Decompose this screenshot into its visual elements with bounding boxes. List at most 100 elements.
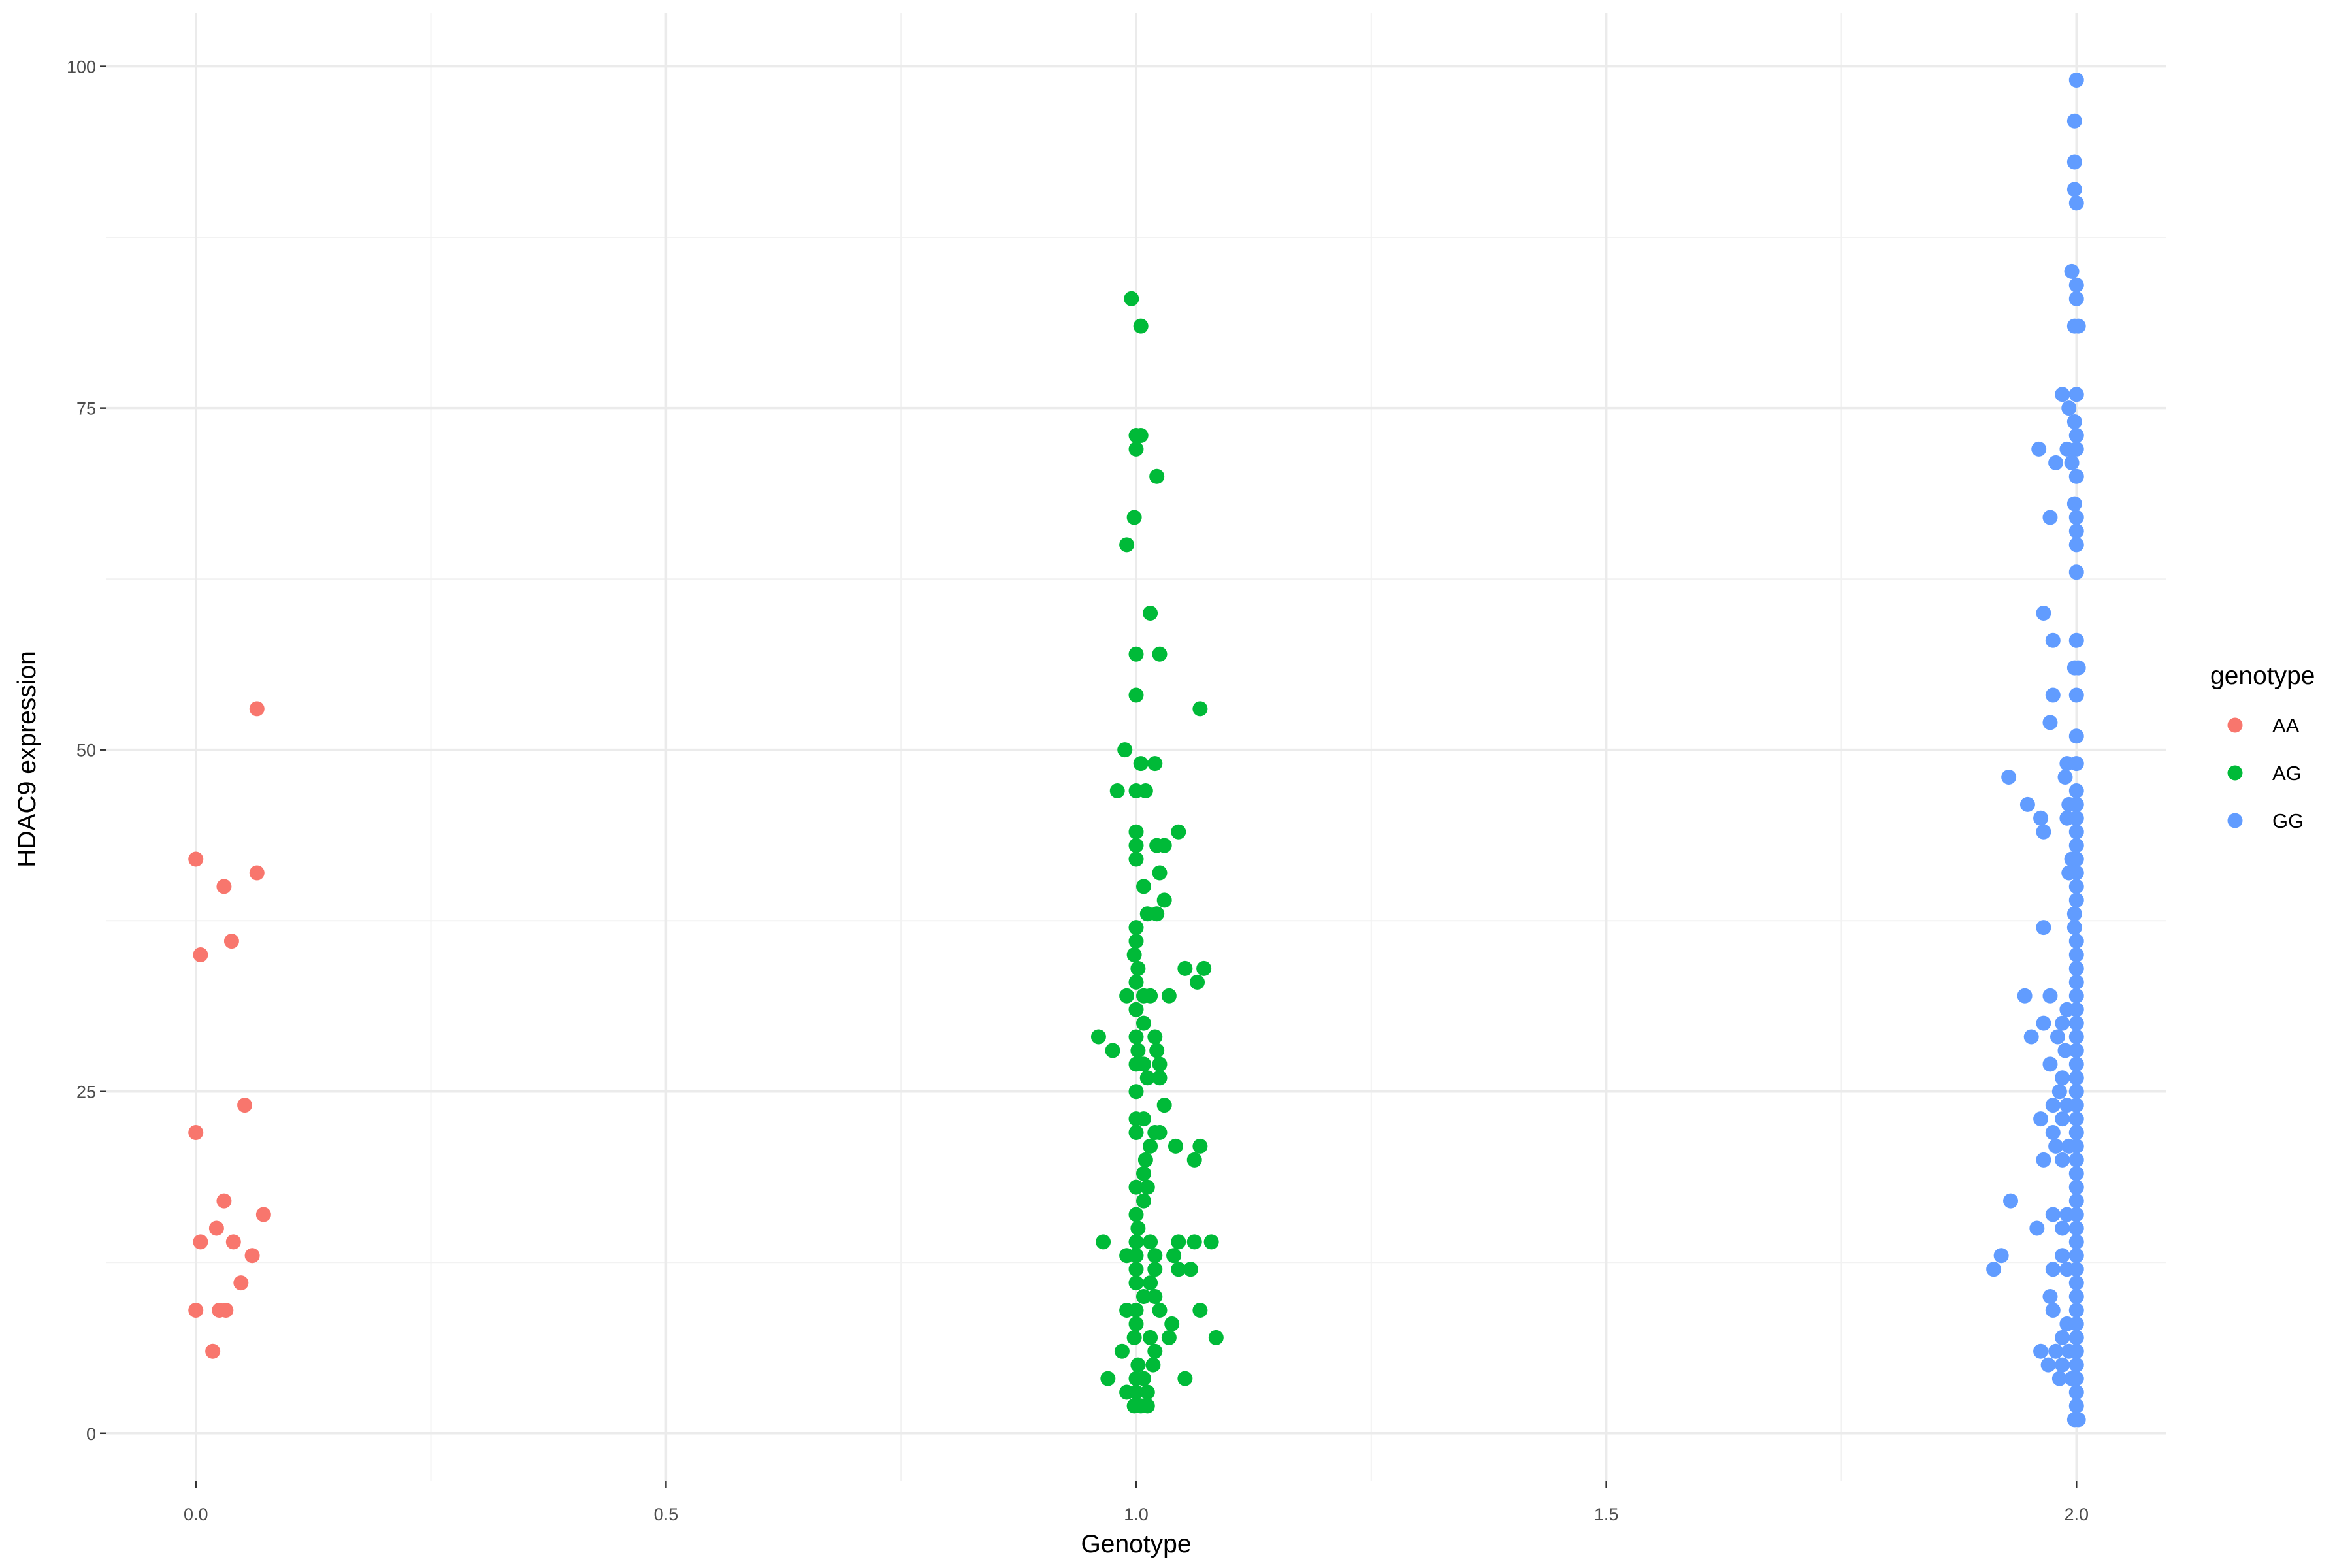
data-point-ag	[1124, 291, 1139, 306]
data-point-ag	[1130, 1043, 1146, 1058]
data-point-ag	[1137, 783, 1153, 798]
data-point-gg	[2036, 824, 2051, 840]
data-point-gg	[2068, 838, 2084, 853]
data-point-gg	[2068, 1029, 2084, 1045]
data-point-ag	[1128, 687, 1144, 703]
data-point-gg	[2068, 1138, 2084, 1154]
data-point-ag	[1136, 1015, 1152, 1031]
data-point-gg	[2068, 1220, 2084, 1236]
data-point-gg	[2051, 1084, 2067, 1100]
data-point-gg	[2068, 468, 2084, 484]
data-point-gg	[2055, 1357, 2070, 1373]
data-point-gg	[2036, 920, 2051, 936]
data-point-ag	[1128, 1029, 1144, 1045]
data-point-gg	[2042, 1289, 2058, 1305]
data-point-aa	[216, 1193, 232, 1209]
data-point-gg	[2068, 195, 2084, 211]
data-point-ag	[1096, 1234, 1111, 1250]
data-point-gg	[2068, 851, 2084, 867]
data-point-aa	[223, 934, 239, 949]
legend-key-ag	[2227, 765, 2243, 781]
data-point-gg	[2068, 879, 2084, 894]
data-point-gg	[2051, 1371, 2067, 1386]
data-point-gg	[2055, 387, 2070, 402]
data-point-gg	[2068, 427, 2084, 443]
data-point-gg	[2066, 414, 2082, 430]
data-point-gg	[2045, 1098, 2061, 1113]
data-point-ag	[1128, 1384, 1144, 1400]
legend-entries: AA AG GG	[2227, 714, 2304, 832]
data-point-ag	[1156, 838, 1172, 853]
data-point-gg	[2068, 796, 2084, 812]
data-point-gg	[2070, 660, 2086, 676]
data-point-gg	[2068, 1357, 2084, 1373]
data-point-ag	[1143, 605, 1158, 621]
data-point-ag	[1177, 960, 1193, 976]
data-point-gg	[2068, 1098, 2084, 1113]
data-point-gg	[2040, 1357, 2056, 1373]
data-point-ag	[1161, 1330, 1177, 1345]
data-point-aa	[193, 947, 208, 963]
data-point-ag	[1100, 1371, 1116, 1386]
data-point-ag	[1126, 1330, 1142, 1345]
x-axis-title: Genotype	[1081, 1530, 1191, 1558]
data-point-ag	[1147, 1029, 1163, 1045]
data-point-gg	[2066, 113, 2082, 129]
data-point-ag	[1128, 824, 1144, 840]
data-point-ag	[1105, 1043, 1120, 1058]
data-point-gg	[2068, 1398, 2084, 1414]
data-point-ag	[1171, 824, 1186, 840]
legend-label-gg: GG	[2272, 809, 2304, 832]
data-point-gg	[2036, 1015, 2051, 1031]
y-tick-label: 25	[76, 1083, 96, 1102]
data-point-gg	[2068, 537, 2084, 553]
data-point-gg	[2068, 1111, 2084, 1127]
data-point-gg	[2068, 974, 2084, 990]
data-point-ag	[1192, 701, 1208, 717]
data-point-gg	[2023, 1029, 2039, 1045]
data-point-ag	[1177, 1371, 1193, 1386]
data-point-gg	[2068, 1289, 2084, 1305]
y-axis-title: HDAC9 expression	[13, 651, 41, 868]
legend-label-aa: AA	[2272, 714, 2300, 737]
data-point-ag	[1128, 920, 1144, 936]
data-point-gg	[2055, 1111, 2070, 1127]
data-point-gg	[2045, 1262, 2061, 1277]
data-point-gg	[2066, 496, 2082, 512]
data-point-aa	[188, 851, 204, 867]
data-point-gg	[2068, 1152, 2084, 1168]
data-point-ag	[1128, 1248, 1144, 1264]
data-point-gg	[2068, 1179, 2084, 1195]
data-point-ag	[1147, 1262, 1163, 1277]
data-point-ag	[1139, 1070, 1155, 1086]
data-point-ag	[1130, 1357, 1146, 1373]
data-point-ag	[1152, 1302, 1168, 1318]
data-point-ag	[1130, 960, 1146, 976]
data-point-ag	[1128, 1316, 1144, 1331]
data-point-gg	[2068, 988, 2084, 1004]
data-point-gg	[2068, 1343, 2084, 1359]
data-point-gg	[2064, 263, 2080, 279]
data-point-aa	[225, 1234, 241, 1250]
data-point-gg	[2057, 1043, 2073, 1058]
data-point-aa	[188, 1302, 204, 1318]
data-point-gg	[2068, 865, 2084, 881]
data-point-aa	[249, 865, 265, 881]
data-point-ag	[1147, 756, 1163, 772]
data-point-gg	[2055, 1015, 2070, 1031]
data-point-gg	[2066, 906, 2082, 922]
data-point-gg	[2068, 728, 2084, 744]
data-point-ag	[1128, 1179, 1144, 1195]
data-point-ag	[1128, 1084, 1144, 1100]
data-point-ag	[1119, 988, 1135, 1004]
data-point-ag	[1136, 1056, 1152, 1072]
data-point-ag	[1128, 1262, 1144, 1277]
data-point-gg	[2068, 1043, 2084, 1058]
data-point-gg	[2064, 455, 2080, 470]
data-point-gg	[2042, 715, 2058, 730]
legend-label-ag: AG	[2272, 762, 2302, 785]
data-point-ag	[1130, 1220, 1146, 1236]
data-point-ag	[1136, 1193, 1152, 1209]
data-point-gg	[2068, 1371, 2084, 1386]
